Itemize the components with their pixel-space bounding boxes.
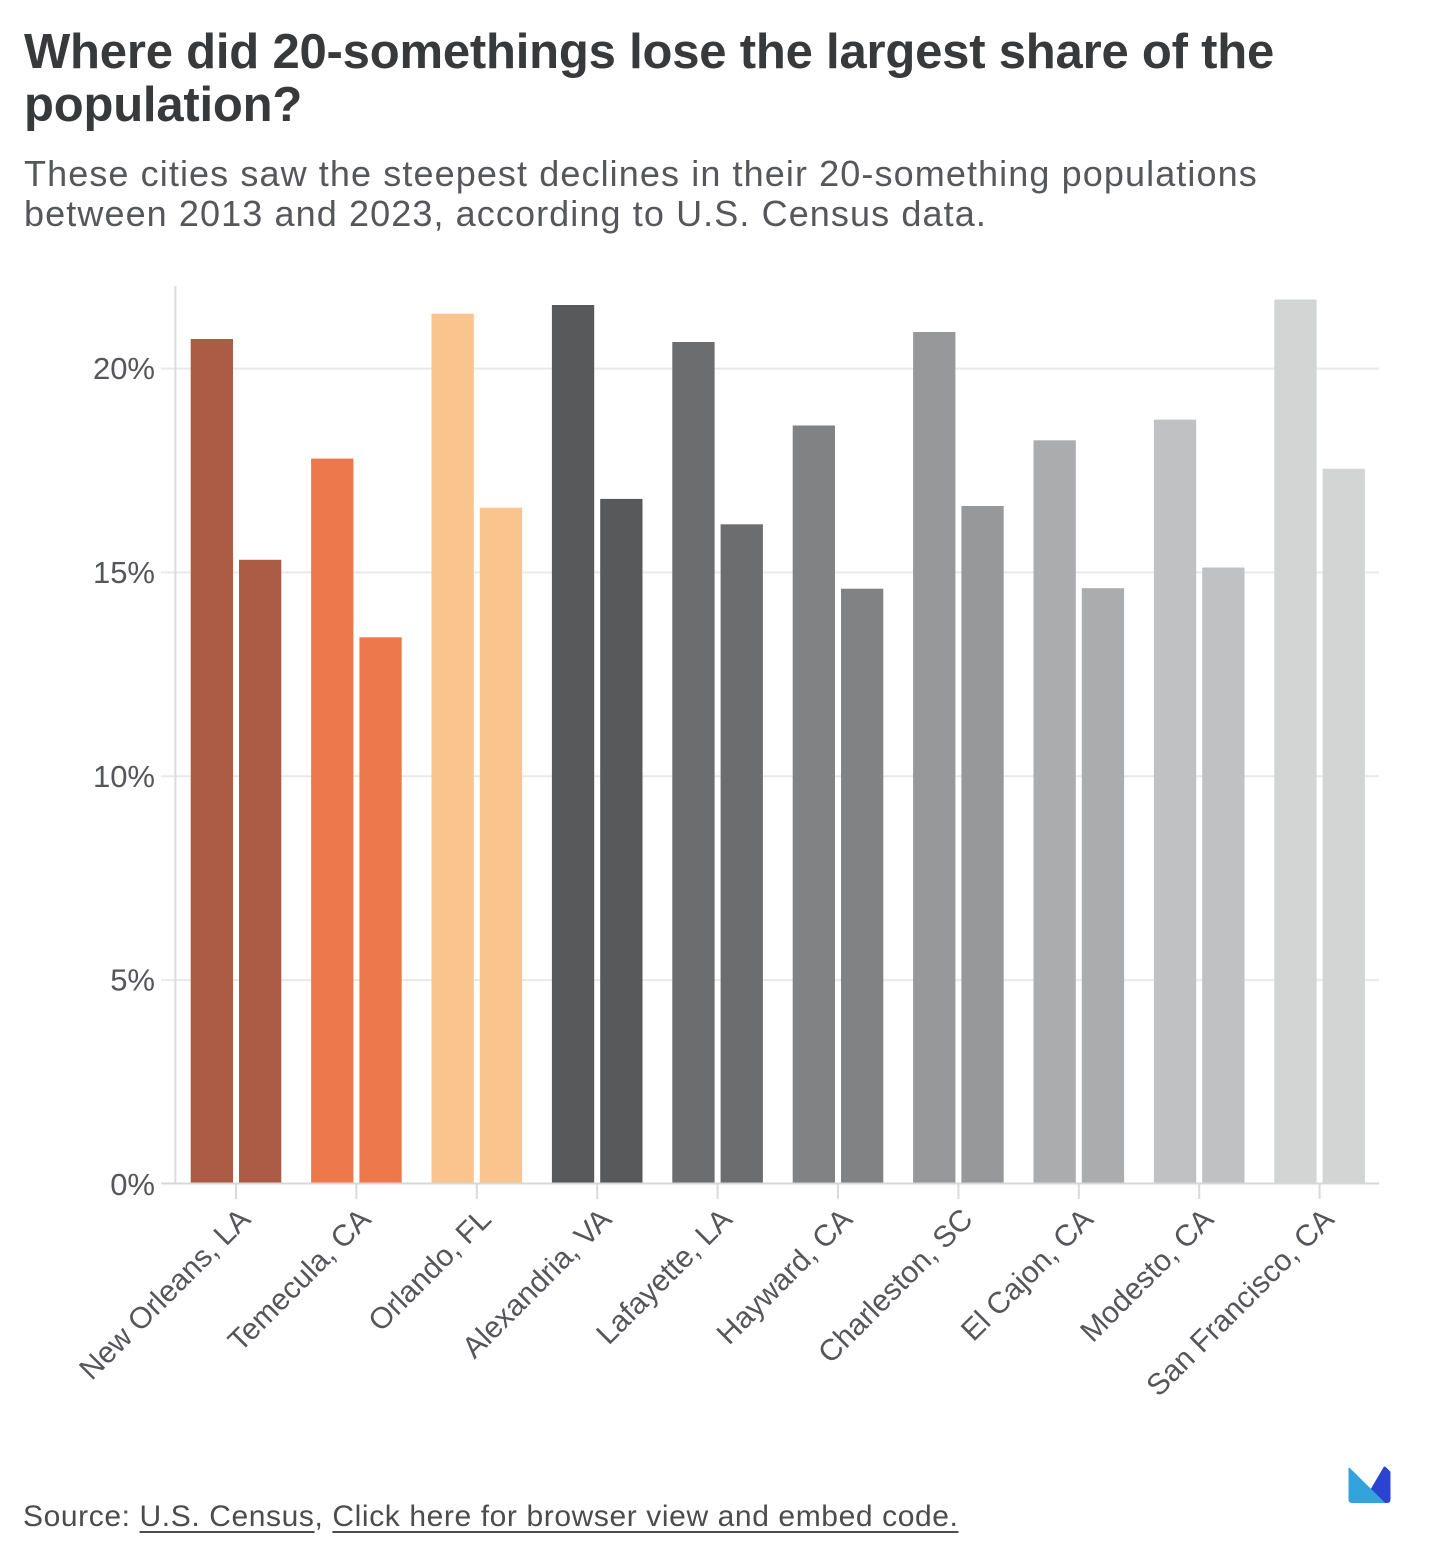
svg-text:0%: 0%	[110, 1167, 155, 1202]
svg-text:New Orleans, LA: New Orleans, LA	[73, 1203, 257, 1387]
svg-text:15%: 15%	[93, 555, 155, 590]
svg-text:5%: 5%	[110, 963, 155, 998]
svg-text:20%: 20%	[93, 351, 155, 386]
svg-text:10%: 10%	[93, 759, 155, 794]
svg-text:Orlando, FL: Orlando, FL	[362, 1203, 497, 1338]
